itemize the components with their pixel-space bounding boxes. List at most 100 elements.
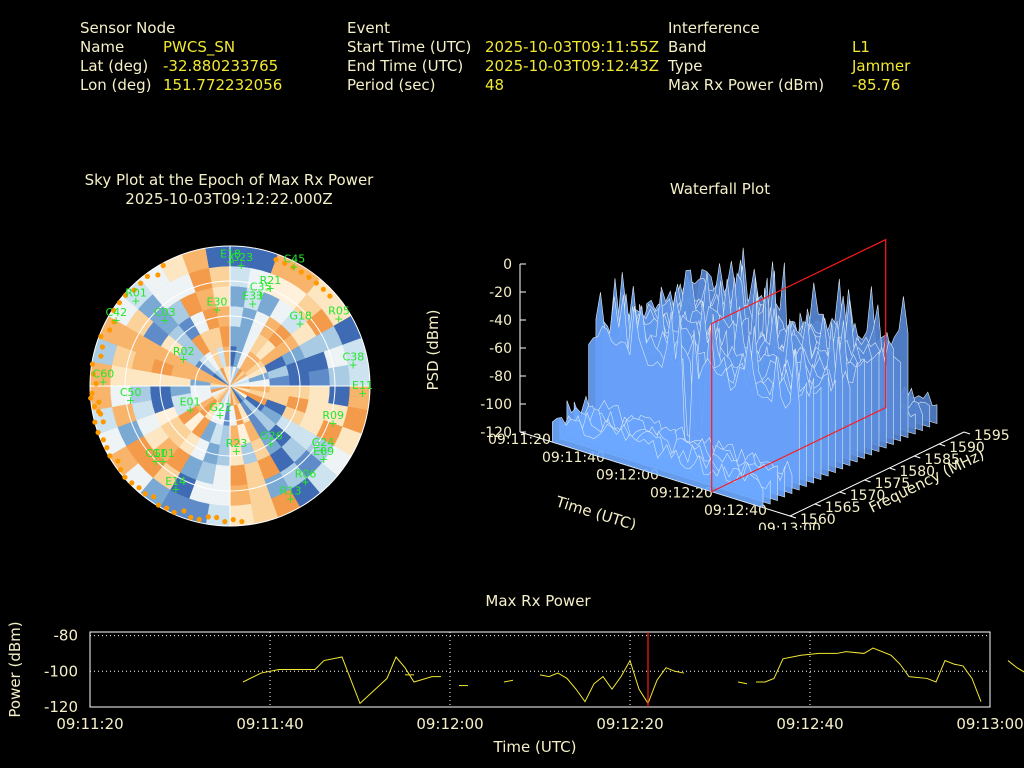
event-header: Event — [347, 19, 390, 37]
satellite-marker: + — [256, 288, 265, 301]
low-elevation-marker — [98, 353, 104, 359]
low-elevation-marker — [282, 260, 288, 266]
skyplot-heatmap — [89, 245, 371, 527]
satellite-marker: + — [286, 493, 295, 506]
satellite-marker: + — [318, 444, 327, 457]
waterfall-frequency-axis — [789, 431, 965, 517]
satellite-label: C38 — [343, 350, 365, 363]
freq-tick-label: 1580 — [899, 464, 935, 480]
satellite-label: C35 — [250, 280, 272, 293]
low-elevation-marker — [131, 287, 137, 293]
freq-tick — [963, 431, 971, 435]
z-tick-label: -20 — [489, 285, 512, 301]
satellite-label: R21 — [260, 274, 282, 287]
satellite-label: C03 — [154, 306, 176, 319]
timeline-x-tick-label: 09:12:00 — [416, 715, 483, 733]
low-elevation-marker — [98, 333, 104, 340]
event-period-label: Period (sec) — [347, 76, 436, 94]
satellite-label: R05 — [328, 304, 350, 317]
timeline-y-tick-label: -80 — [54, 627, 79, 645]
freq-tick — [814, 503, 822, 507]
sensor-node-header: Sensor Node — [80, 19, 176, 37]
interference-type-value: Jammer — [852, 57, 911, 75]
low-elevation-marker — [142, 491, 148, 497]
satellite-marker: + — [301, 476, 310, 489]
low-elevation-marker — [89, 390, 95, 396]
satellite-marker: + — [237, 259, 246, 272]
timeline-y-tick-label: -100 — [44, 662, 78, 680]
low-elevation-marker — [100, 437, 107, 443]
satellite-marker: + — [334, 312, 343, 325]
z-tick-label: -80 — [489, 369, 512, 385]
time-tick-label: 09:11:20 — [488, 432, 551, 448]
low-elevation-marker — [90, 371, 96, 377]
satellite-marker: + — [266, 437, 275, 450]
satellite-marker: + — [179, 353, 188, 366]
low-elevation-marker — [93, 381, 99, 387]
freq-tick-label: 1565 — [825, 500, 861, 516]
low-elevation-marker — [111, 307, 117, 314]
low-elevation-marker — [155, 272, 161, 278]
timeline-x-tick-label: 09:11:40 — [236, 715, 303, 733]
timeline-trace — [1007, 660, 1024, 673]
sensor-name-label: Name — [80, 38, 125, 56]
time-tick-label: 09:12:40 — [704, 503, 767, 519]
low-elevation-marker — [164, 505, 170, 511]
satellite-marker: + — [215, 409, 224, 422]
skyplot-cell — [229, 484, 252, 507]
waterfall-time-label: Time (UTC) — [553, 492, 639, 530]
satellite-marker: + — [319, 453, 328, 466]
low-elevation-marker — [92, 419, 98, 425]
satellite-marker: + — [248, 297, 257, 310]
interference-band-label: Band — [668, 38, 707, 56]
satellite-label: G26 — [260, 429, 283, 442]
satellite-label: G01 — [152, 447, 175, 460]
low-elevation-marker — [116, 300, 123, 306]
low-elevation-marker — [100, 419, 106, 425]
satellite-marker: + — [171, 483, 180, 496]
satellite-label: E18 — [220, 248, 241, 261]
low-elevation-marker — [96, 399, 102, 405]
freq-tick-label: 1575 — [875, 476, 911, 492]
waterfall-epoch-marker — [711, 238, 887, 493]
timeline-trace — [503, 679, 514, 683]
satellite-marker: + — [186, 403, 195, 416]
timeline-frame — [89, 631, 991, 708]
low-elevation-marker — [96, 408, 102, 415]
low-elevation-marker — [155, 502, 162, 508]
satellite-label: E09 — [313, 445, 334, 458]
satellite-label: E14 — [165, 475, 186, 488]
interference-power-label: Max Rx Power (dBm) — [668, 76, 825, 94]
waterfall-z-label: PSD (dBm) — [424, 309, 442, 390]
low-elevation-marker — [188, 514, 194, 520]
satellite-marker: + — [290, 261, 299, 274]
satellite-marker: + — [131, 295, 140, 308]
timeline-trace — [756, 647, 982, 702]
low-elevation-marker — [99, 344, 106, 350]
timeline-x-tick-label: 09:12:40 — [776, 715, 843, 733]
satellite-label: R06 — [295, 468, 317, 481]
sensor-lon-label: Lon (deg) — [80, 76, 152, 94]
satellite-marker: + — [99, 376, 108, 389]
event-end-value: 2025-10-03T09:12:43Z — [485, 57, 659, 75]
low-elevation-marker — [144, 273, 150, 279]
satellite-marker: + — [328, 417, 337, 430]
satellite-marker: + — [266, 282, 275, 295]
freq-tick — [914, 455, 921, 459]
z-tick-label: -100 — [480, 397, 512, 413]
event-period-value: 48 — [485, 76, 505, 94]
low-elevation-marker — [88, 395, 94, 401]
waterfall-plot: 0-20-40-60-80-100-12009:11:2009:11:4009:… — [424, 238, 1010, 530]
low-elevation-marker — [273, 257, 279, 263]
low-elevation-marker — [95, 429, 101, 436]
waterfall-ridge — [588, 305, 800, 491]
satellite-label: C50 — [120, 386, 142, 399]
low-elevation-marker — [230, 517, 236, 523]
skyplot-cell — [328, 364, 351, 387]
freq-tick — [789, 515, 797, 519]
freq-tick-label: 1595 — [974, 428, 1010, 444]
satellite-marker: + — [358, 387, 367, 400]
interference-header: Interference — [668, 19, 760, 37]
event-start-value: 2025-10-03T09:11:55Z — [485, 38, 659, 56]
freq-tick-label: 1570 — [850, 488, 886, 504]
